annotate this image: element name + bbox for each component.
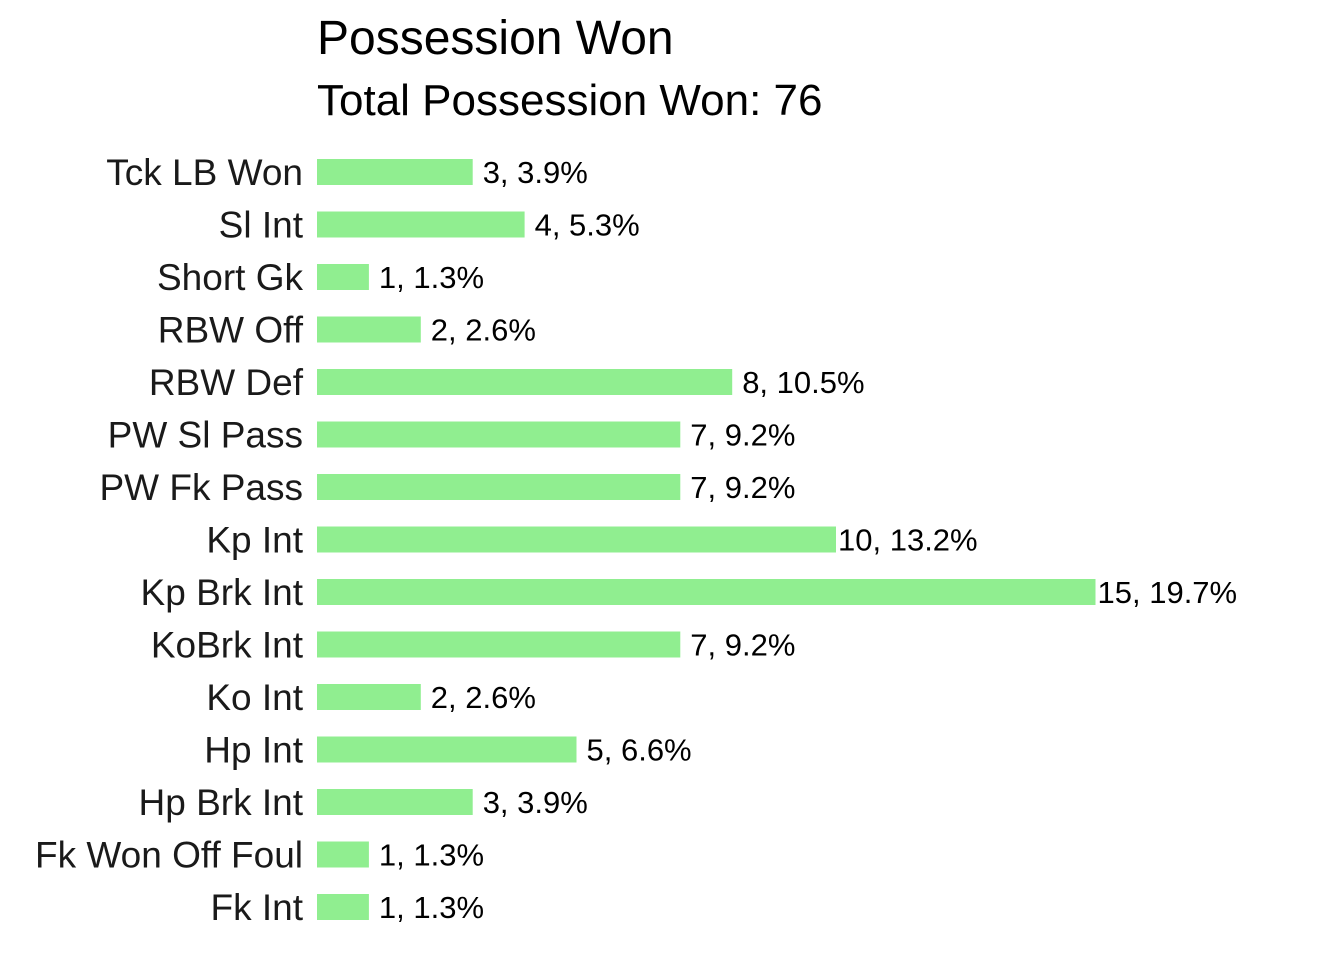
bar-pw-fk-pass <box>317 474 681 500</box>
data-label: 7, 9.2% <box>690 470 795 505</box>
bar-pw-sl-pass <box>317 421 681 448</box>
category-label: Tck LB Won <box>106 152 303 193</box>
category-label: Kp Int <box>206 520 303 561</box>
category-label: Hp Int <box>204 730 303 771</box>
bar-fk-won-off-foul <box>317 841 369 868</box>
bar-short-gk <box>317 264 369 290</box>
bar-kobrk-int <box>317 631 681 658</box>
bar-rbw-def <box>317 369 733 395</box>
data-label: 2, 2.6% <box>431 313 536 348</box>
data-label: 3, 3.9% <box>483 155 588 190</box>
bar-hp-brk-int <box>317 789 473 815</box>
bar-ko-int <box>317 684 421 710</box>
data-label: 7, 9.2% <box>690 628 795 663</box>
category-label: Fk Won Off Foul <box>35 835 303 876</box>
category-label: Fk Int <box>210 887 303 928</box>
chart-subtitle: Total Possession Won: 76 <box>317 76 822 125</box>
data-label: 4, 5.3% <box>535 208 640 243</box>
data-label: 2, 2.6% <box>431 680 536 715</box>
bar-tck-lb-won <box>317 159 473 185</box>
data-label: 8, 10.5% <box>742 365 864 400</box>
data-label: 10, 13.2% <box>838 523 978 558</box>
category-label: PW Sl Pass <box>108 415 303 456</box>
data-label: 5, 6.6% <box>587 733 692 768</box>
bar-kp-int <box>317 526 836 553</box>
category-label: Hp Brk Int <box>139 782 304 823</box>
bar-hp-int <box>317 736 577 763</box>
data-label: 15, 19.7% <box>1098 575 1238 610</box>
data-label: 7, 9.2% <box>690 418 795 453</box>
data-label: 3, 3.9% <box>483 785 588 820</box>
category-label: PW Fk Pass <box>99 467 303 508</box>
category-label: KoBrk Int <box>151 625 304 666</box>
bar-kp-brk-int <box>317 579 1096 605</box>
bar-fk-int <box>317 894 369 920</box>
category-label: RBW Def <box>149 362 304 403</box>
data-label: 1, 1.3% <box>379 838 484 873</box>
data-label: 1, 1.3% <box>379 260 484 295</box>
category-label: Ko Int <box>206 677 303 718</box>
category-label: RBW Off <box>158 310 304 351</box>
category-label: Kp Brk Int <box>141 572 304 613</box>
bar-sl-int <box>317 211 525 238</box>
category-label: Short Gk <box>157 257 303 298</box>
bar-rbw-off <box>317 316 421 343</box>
bars-group: Tck LB Won 3, 3.9% Sl Int 4, 5.3% Short Gk 1,… <box>35 152 1237 928</box>
category-label: Sl Int <box>219 205 304 246</box>
data-label: 1, 1.3% <box>379 890 484 925</box>
chart-title: Possession Won <box>317 12 674 65</box>
